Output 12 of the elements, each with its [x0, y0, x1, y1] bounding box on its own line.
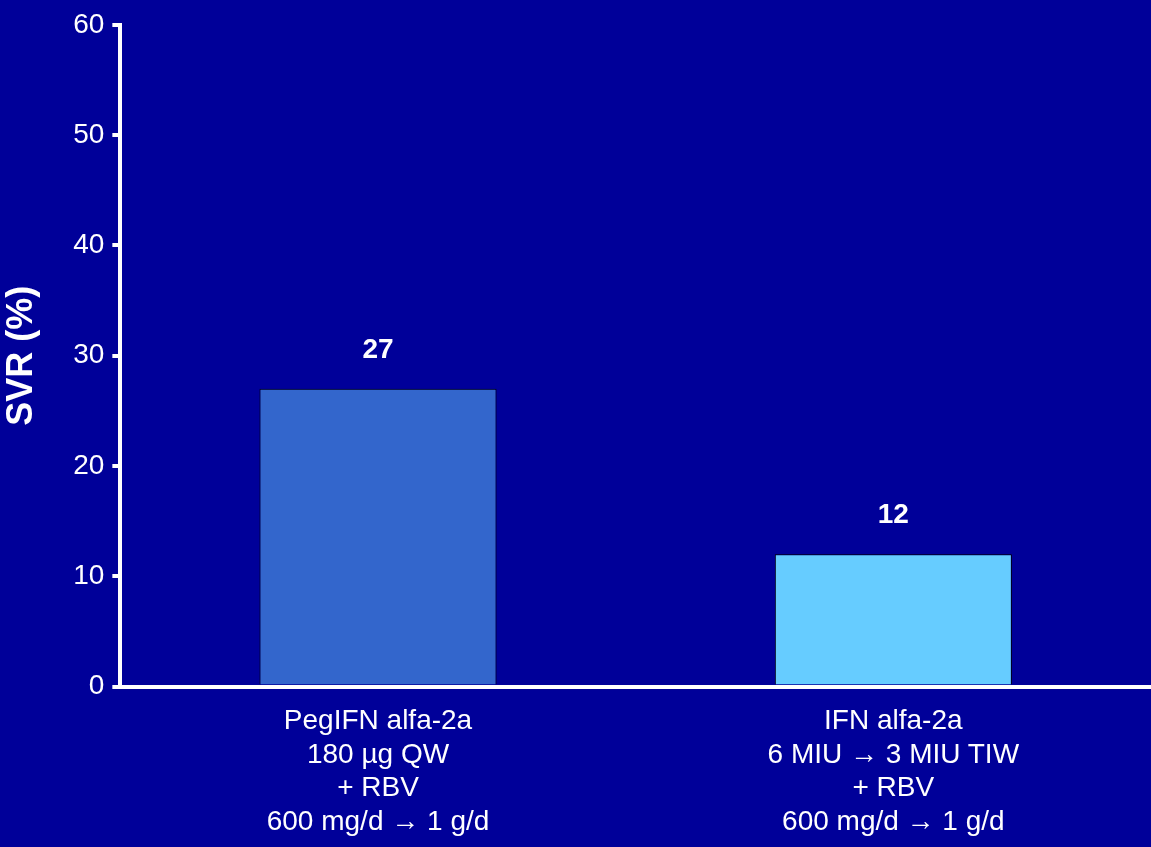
y-tick-label: 50 — [73, 117, 105, 149]
y-tick-label: 0 — [88, 669, 105, 701]
data-label: 27 — [362, 332, 394, 364]
y-tick-label: 60 — [73, 7, 105, 39]
y-tick-label: 10 — [73, 559, 105, 591]
x-tick-label: IFN alfa-2a 6 MIU → 3 MIU TIW + RBV 600 mg/d → 1 g/d — [767, 704, 1020, 836]
x-tick-label: PegIFN alfa-2a 180 µg QW + RBV 600 mg/d → 1 g/d — [266, 704, 490, 836]
y-tick-label: 20 — [73, 448, 105, 480]
data-label: 12 — [877, 497, 909, 529]
y-axis-title: SVR (%) — [0, 285, 40, 426]
y-tick-label: 30 — [73, 338, 105, 370]
y-tick-label: 40 — [73, 228, 105, 260]
